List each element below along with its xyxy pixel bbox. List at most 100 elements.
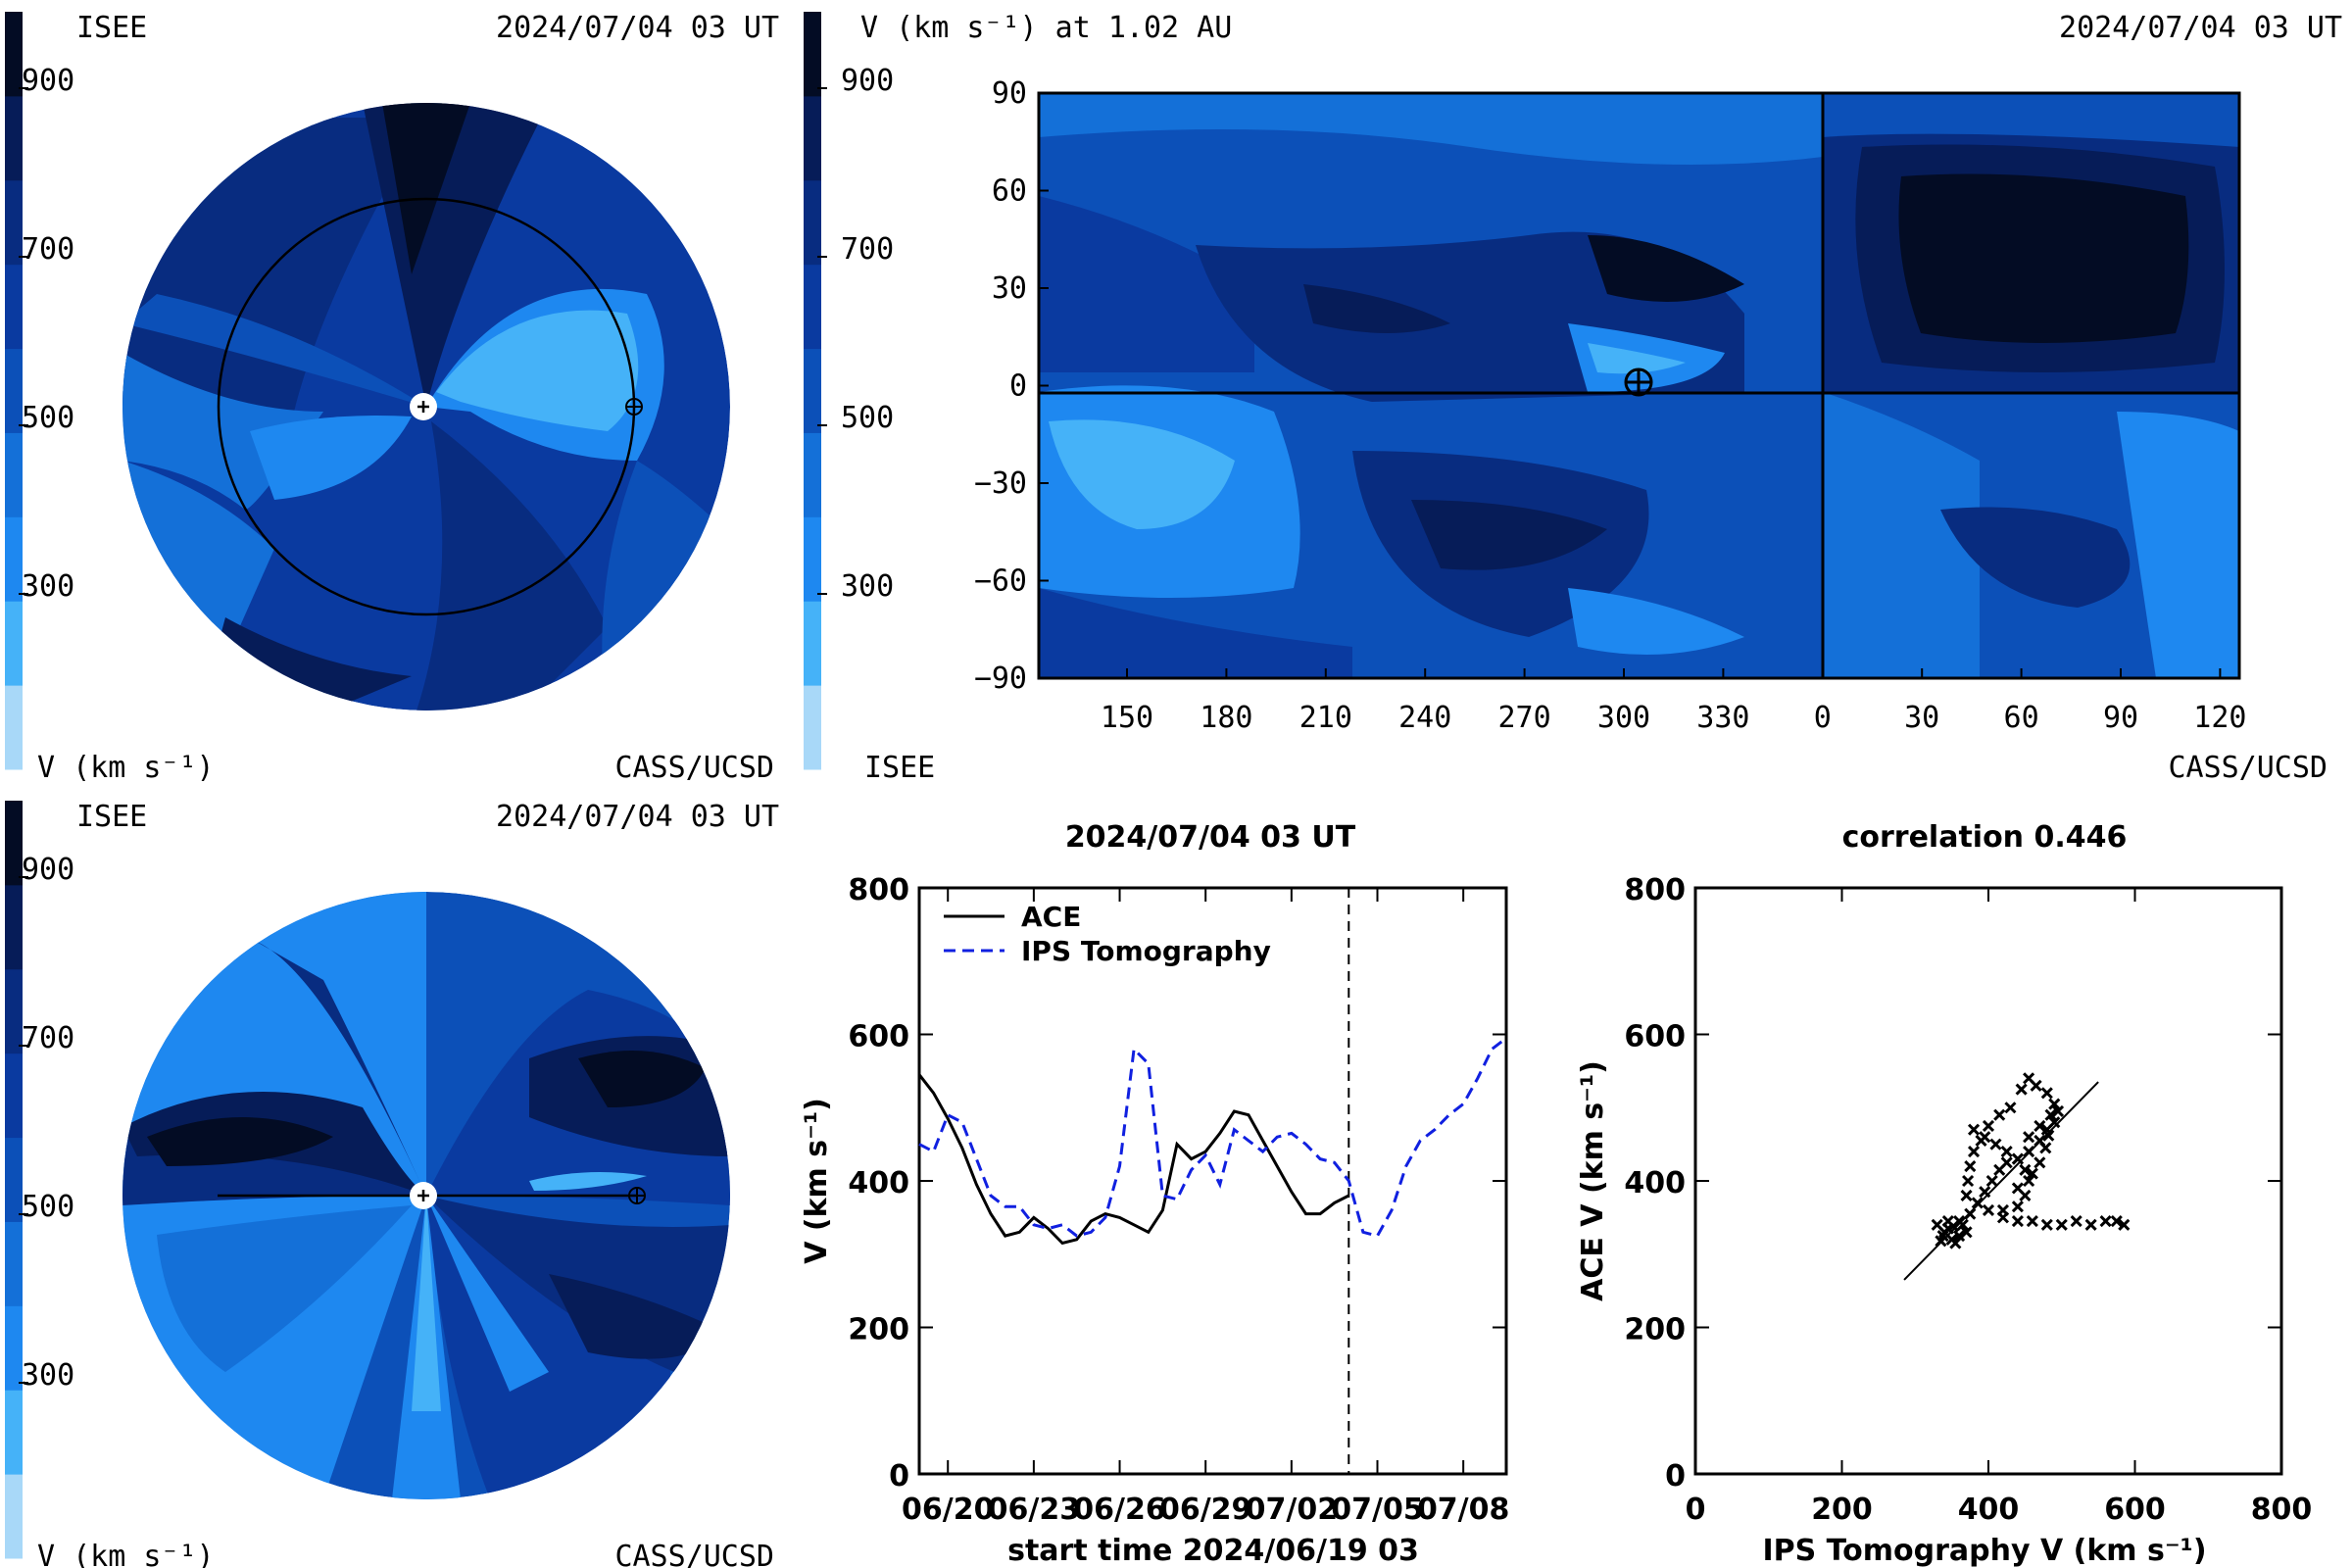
scatter-point	[2048, 1098, 2061, 1110]
colorbar-tick-label: 900	[22, 64, 74, 98]
synoptic-y-tick-label: −60	[974, 564, 1027, 599]
time-series-y-tick-label: 800	[848, 873, 909, 907]
scatter-point	[2011, 1182, 2024, 1195]
scatter-y-tick-label: 200	[1624, 1313, 1686, 1348]
bottom-left-sun-marker	[410, 1182, 437, 1209]
scatter-y-tick-label: 400	[1624, 1166, 1686, 1200]
scatter-point	[2042, 1129, 2055, 1142]
scatter-point	[1996, 1211, 2010, 1224]
bottom-left-earth-marker	[628, 1187, 646, 1204]
top-left-org: ISEE	[76, 11, 147, 45]
scatter-point	[1953, 1229, 1966, 1243]
synoptic-x-tick-label: 270	[1498, 701, 1551, 735]
scatter-point	[2055, 1218, 2068, 1231]
scatter-point	[2023, 1131, 2035, 1144]
scatter-point	[2026, 1215, 2038, 1228]
synoptic-x-tick-label: 330	[1696, 701, 1749, 735]
colorbar-tick-label: 900	[22, 853, 74, 887]
time-series-xlabel: start time 2024/06/19 03	[1007, 1534, 1419, 1568]
top-left-colorbar: 900 700 500 300	[5, 12, 74, 770]
scatter-point	[2070, 1215, 2082, 1228]
scatter-point	[2040, 1218, 2053, 1231]
scatter-point	[1979, 1186, 1991, 1199]
synoptic-x-tick-label: 0	[1814, 701, 1832, 735]
synoptic-axes: 150 180 210 240 270 300 330 0 30 60 90 1209060300−3…	[974, 76, 2247, 735]
scatter-title: correlation 0.446	[1842, 820, 2128, 855]
colorbar-band	[804, 432, 821, 517]
scatter-point	[1960, 1226, 1973, 1239]
colorbar-band	[5, 1137, 23, 1222]
scatter-ylabel: ACE V (km s⁻¹)	[1576, 1060, 1610, 1301]
scatter-fit-line	[1903, 1081, 2099, 1281]
scatter-point	[1953, 1215, 1966, 1228]
top-right-org: ISEE	[864, 751, 935, 785]
time-series-y-tick-label: 200	[848, 1313, 909, 1348]
synoptic-y-tick-label: 30	[992, 271, 1027, 306]
scatter-point	[2015, 1083, 2028, 1096]
colorbar-band	[5, 95, 23, 181]
colorbar-band	[5, 264, 23, 350]
synoptic-y-tick-label: −90	[974, 662, 1027, 696]
scatter-point	[2044, 1108, 2057, 1121]
scatter-y-tick-label: 600	[1624, 1020, 1686, 1054]
scatter-point	[1982, 1119, 1995, 1133]
legend-ace-label: ACE	[1021, 901, 1081, 933]
scatter-point	[2039, 1142, 2052, 1154]
colorbar-tick-label: 500	[841, 401, 894, 435]
time-series-chart: 2024/07/04 03 UT start time 2024/06/19 0…	[800, 820, 1509, 1568]
scatter-xlabel: IPS Tomography V (km s⁻¹)	[1762, 1534, 2206, 1568]
colorbar-band	[5, 1221, 23, 1306]
scatter-point	[2034, 1119, 2046, 1133]
time-series-ylabel: V (km s⁻¹)	[800, 1098, 834, 1264]
correlation-scatter-chart: correlation 0.446 IPS Tomography V (km s…	[1576, 820, 2312, 1568]
top-left-earth-marker	[625, 398, 643, 416]
scatter-point	[1949, 1237, 1962, 1250]
scatter-point	[1982, 1203, 1995, 1216]
time-series-legend: ACE IPS Tomography	[944, 901, 1271, 967]
colorbar-band	[5, 884, 23, 970]
colorbar-band	[5, 12, 23, 97]
scatter-point	[2040, 1087, 2053, 1100]
colorbar-tick-label: 900	[841, 64, 894, 98]
synoptic-x-tick-label: 150	[1101, 701, 1153, 735]
time-series-x-tick-label: 07/05	[1331, 1493, 1423, 1527]
bottom-left-timestamp: 2024/07/04 03 UT	[496, 800, 779, 834]
scatter-point	[2099, 1215, 2112, 1228]
scatter-point	[1967, 1123, 1981, 1136]
scatter-point	[1962, 1174, 1975, 1188]
colorbar-band	[804, 516, 821, 602]
scatter-y-tick-label: 800	[1624, 873, 1686, 907]
synoptic-earth-marker	[1624, 368, 1653, 397]
top-right-colorbar: 900 700 500 300	[804, 12, 894, 770]
top-right-credit: CASS/UCSD	[2168, 751, 2328, 785]
scatter-point	[2034, 1156, 2046, 1169]
scatter-point	[1967, 1146, 1981, 1158]
synoptic-x-tick-label: 90	[2103, 701, 2138, 735]
bottom-left-credit: CASS/UCSD	[614, 1540, 774, 1568]
synoptic-x-tick-label: 240	[1398, 701, 1451, 735]
time-series-x-tick-label: 06/26	[1073, 1493, 1165, 1527]
synoptic-speed-map	[1039, 93, 2239, 678]
colorbar-band	[804, 179, 821, 266]
colorbar-band	[804, 264, 821, 350]
colorbar-band	[5, 968, 23, 1054]
time-series-x-tick-label: 06/20	[902, 1493, 994, 1527]
scatter-point	[2023, 1146, 2035, 1158]
synoptic-y-tick-label: 0	[1009, 369, 1027, 404]
colorbar-band	[5, 348, 23, 433]
scatter-x-tick-label: 400	[1958, 1493, 2020, 1527]
ace-series-line	[917, 1073, 1349, 1246]
scatter-point	[2004, 1102, 2017, 1114]
time-series-y-tick-label: 400	[848, 1166, 909, 1200]
bottom-left-colorbar: 900 700 500 300	[5, 801, 74, 1559]
top-left-panel: 900 700 500 300 ISEE 2024/07/04 03 UT	[5, 11, 779, 785]
colorbar-tick-label: 700	[22, 232, 74, 267]
colorbar-tick-label: 500	[22, 401, 74, 435]
colorbar-band	[804, 601, 821, 686]
colorbar-band	[5, 179, 23, 266]
synoptic-x-tick-label: 30	[1904, 701, 1939, 735]
scatter-point	[2118, 1218, 2131, 1231]
scatter-point	[2000, 1146, 2013, 1158]
scatter-point	[1960, 1189, 1973, 1202]
